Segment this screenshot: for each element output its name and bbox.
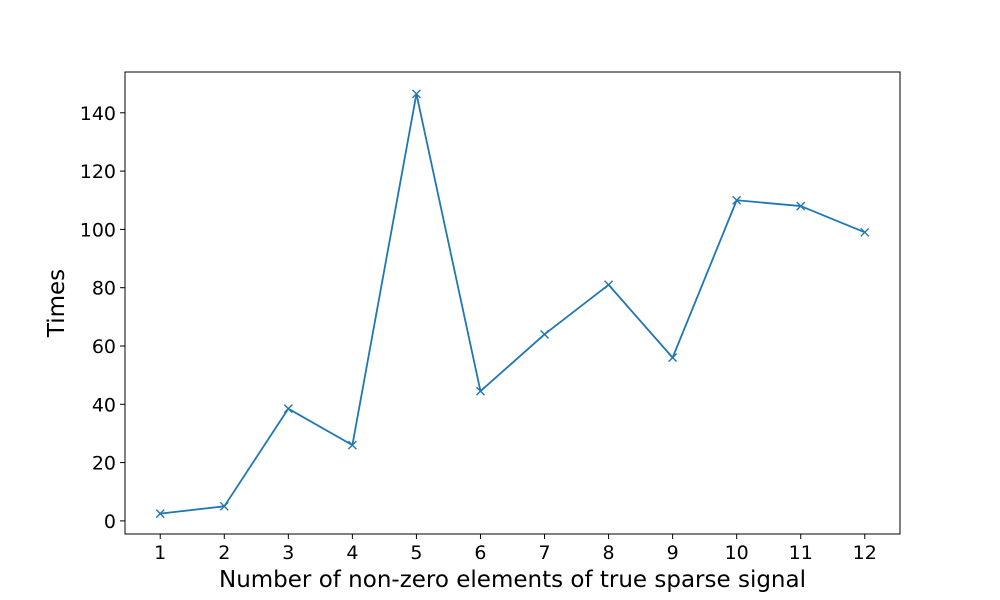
data-point-marker — [668, 353, 678, 363]
x-tick-label: 10 — [725, 542, 749, 564]
y-axis-ticks: 0 20 40 60 80 100 120 140 — [80, 103, 125, 533]
y-tick-label: 100 — [80, 219, 116, 241]
x-tick-label: 12 — [853, 542, 877, 564]
x-tick-label: 8 — [603, 542, 615, 564]
x-tick-label: 4 — [346, 542, 358, 564]
y-axis-label: Times — [44, 269, 70, 338]
x-axis-label: Number of non-zero elements of true spar… — [219, 567, 806, 593]
y-tick-label: 120 — [80, 161, 116, 183]
y-tick-label: 0 — [104, 511, 116, 533]
x-tick-label: 6 — [474, 542, 486, 564]
data-point-marker — [796, 201, 806, 211]
x-tick-label: 3 — [282, 542, 294, 564]
y-tick-label: 140 — [80, 103, 116, 125]
data-point-marker — [411, 89, 421, 99]
data-point-marker — [604, 280, 614, 290]
series-line — [160, 92, 866, 515]
data-point-marker — [155, 509, 165, 519]
data-point-marker — [219, 501, 229, 511]
x-tick-label: 9 — [667, 542, 679, 564]
data-point-marker — [860, 227, 870, 237]
data-point-marker — [732, 195, 742, 205]
y-tick-label: 20 — [92, 453, 116, 475]
x-tick-label: 7 — [538, 542, 550, 564]
x-tick-label: 2 — [218, 542, 230, 564]
y-tick-label: 40 — [92, 394, 116, 416]
x-axis-ticks: 1 2 3 4 5 6 7 8 9 10 11 12 — [154, 534, 877, 564]
data-point-marker — [540, 329, 550, 339]
x-tick-label: 5 — [410, 542, 422, 564]
plot-layer — [155, 89, 870, 519]
y-tick-label: 60 — [92, 336, 116, 358]
data-point-marker — [475, 386, 485, 396]
x-tick-label: 1 — [154, 542, 166, 564]
data-point-marker — [347, 440, 357, 450]
y-tick-label: 80 — [92, 278, 116, 300]
x-tick-label: 11 — [789, 542, 813, 564]
data-point-marker — [283, 404, 293, 414]
plot-frame — [124, 71, 901, 535]
